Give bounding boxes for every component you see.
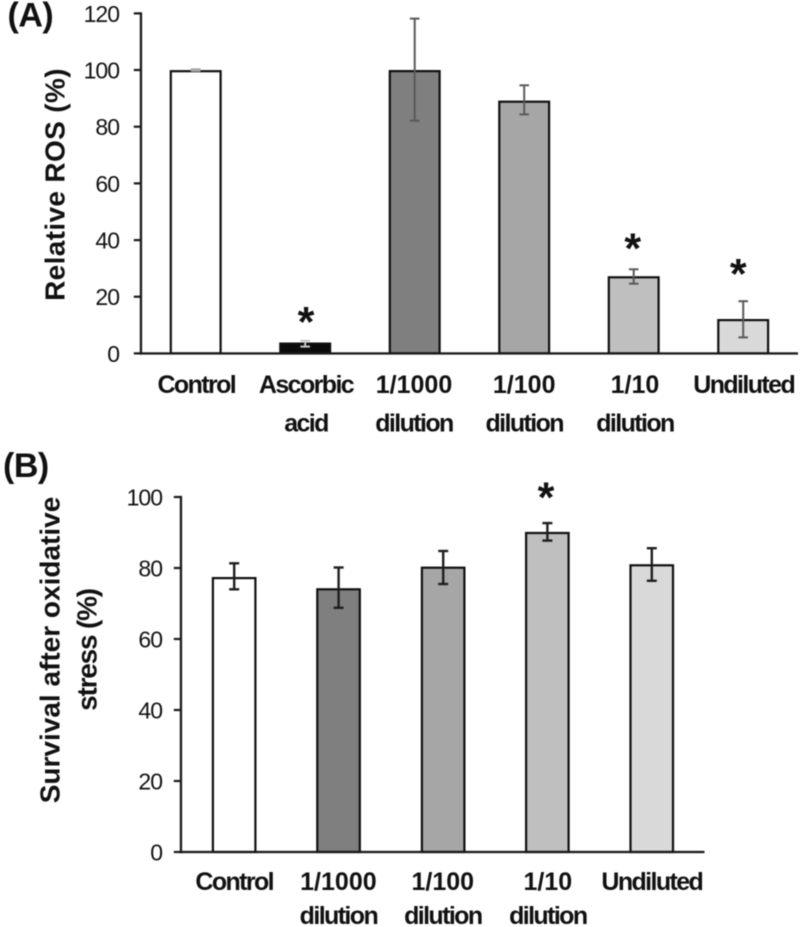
svg-text:Control: Control — [195, 868, 273, 896]
svg-text:1/100: 1/100 — [493, 371, 556, 399]
svg-text:Relative ROS (%): Relative ROS (%) — [40, 68, 71, 301]
svg-text:80: 80 — [138, 556, 162, 582]
svg-text:0: 0 — [107, 341, 119, 367]
svg-text:*: * — [624, 225, 641, 273]
svg-text:*: * — [730, 251, 747, 299]
svg-text:40: 40 — [95, 228, 119, 254]
svg-text:Undiluted: Undiluted — [693, 371, 794, 399]
svg-text:1/10: 1/10 — [523, 868, 572, 896]
svg-text:60: 60 — [95, 171, 119, 197]
svg-text:100: 100 — [84, 58, 120, 84]
svg-text:dilution: dilution — [300, 902, 378, 927]
svg-text:Undiluted: Undiluted — [601, 868, 702, 896]
svg-text:dilution: dilution — [404, 902, 482, 927]
svg-text:Survival after oxidative: Survival after oxidative — [35, 497, 66, 804]
svg-text:stress (%): stress (%) — [72, 589, 103, 711]
svg-text:100: 100 — [127, 485, 163, 511]
svg-text:Control: Control — [157, 371, 235, 399]
svg-text:acid: acid — [284, 410, 328, 438]
svg-text:(A): (A) — [8, 0, 54, 35]
svg-text:dilution: dilution — [596, 410, 674, 438]
svg-text:dilution: dilution — [375, 410, 453, 438]
svg-text:80: 80 — [95, 114, 119, 140]
svg-text:20: 20 — [138, 769, 162, 795]
svg-text:dilution: dilution — [509, 902, 587, 927]
svg-text:1/1000: 1/1000 — [376, 371, 452, 399]
svg-text:1/1000: 1/1000 — [300, 868, 376, 896]
svg-text:*: * — [538, 474, 555, 522]
svg-text:20: 20 — [95, 284, 119, 310]
svg-text:60: 60 — [138, 627, 162, 653]
svg-text:*: * — [298, 299, 315, 347]
svg-text:dilution: dilution — [485, 410, 563, 438]
svg-text:1/100: 1/100 — [412, 868, 475, 896]
svg-text:(B): (B) — [3, 447, 49, 485]
svg-text:40: 40 — [138, 698, 162, 724]
svg-text:1/10: 1/10 — [611, 371, 660, 399]
svg-text:0: 0 — [150, 840, 162, 866]
svg-text:Ascorbic: Ascorbic — [259, 371, 355, 399]
svg-text:120: 120 — [84, 1, 120, 27]
